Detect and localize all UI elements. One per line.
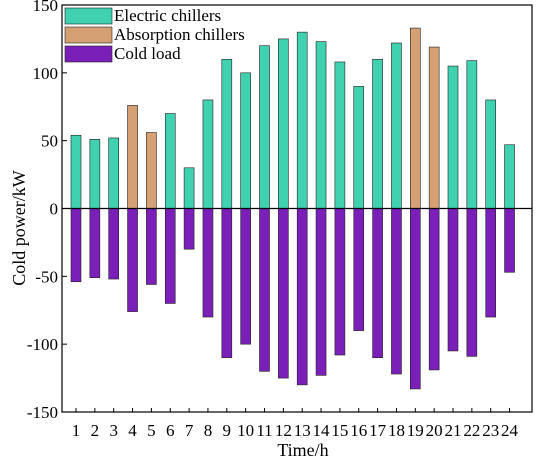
bar-cold-load-20 [428,208,440,371]
x-tick-label: 6 [166,421,175,440]
y-axis-title: Cold power/kW [9,170,29,285]
bars [70,27,515,390]
bar-cold-load-6 [164,208,176,304]
bar-electric-chillers-10 [240,72,251,209]
legend-label-absorption-chillers: Absorption chillers [114,25,245,44]
legend-label-electric-chillers: Electric chillers [114,6,221,25]
bar-cold-load-16 [353,208,365,331]
bar-electric-chillers-18 [391,42,402,209]
y-tick-label: 150 [33,0,59,15]
x-tick-label: 3 [109,421,118,440]
bar-electric-chillers-8 [202,99,214,209]
x-tick-label: 11 [256,421,272,440]
bar-electric-chillers-24 [504,144,515,209]
x-tick-label: 20 [426,421,443,440]
bar-electric-chillers-16 [353,86,365,209]
bar-cold-load-7 [183,208,195,250]
x-tick-label: 16 [350,421,367,440]
bar-cold-load-24 [504,208,515,273]
bar-cold-load-9 [221,208,233,359]
x-tick-label: 10 [237,421,254,440]
bar-electric-chillers-7 [183,167,195,209]
legend-swatch-cold-load [64,45,113,63]
legend-label-cold-load: Cold load [114,44,181,63]
bar-cold-load-5 [146,208,157,285]
x-tick-label: 22 [463,421,480,440]
x-tick-label: 14 [313,421,331,440]
bar-cold-load-23 [485,208,497,318]
y-tick-label: 0 [50,200,59,219]
y-tick-label: 50 [41,132,58,151]
x-tick-label: 4 [128,421,137,440]
bar-electric-chillers-2 [89,139,101,209]
x-tick-label: 17 [369,421,387,440]
bar-cold-load-4 [127,208,138,312]
x-tick-label: 9 [223,421,232,440]
bar-cold-load-18 [391,208,402,375]
bar-electric-chillers-12 [278,38,289,209]
x-tick-label: 21 [445,421,462,440]
bar-electric-chillers-22 [466,60,478,209]
bar-absorption-chillers-19 [409,27,421,209]
bar-absorption-chillers-5 [146,132,157,209]
x-tick-label: 15 [331,421,348,440]
bar-electric-chillers-9 [221,58,233,209]
bar-cold-load-12 [278,208,289,379]
bar-electric-chillers-6 [164,113,176,209]
bar-cold-load-11 [259,208,270,372]
bar-cold-load-10 [240,208,251,345]
bar-electric-chillers-1 [70,134,82,209]
y-tick-label: -100 [27,335,58,354]
bar-electric-chillers-15 [334,61,346,209]
bar-absorption-chillers-4 [127,105,138,209]
x-tick-label: 13 [294,421,311,440]
x-axis-title: Time/h [277,440,328,460]
bar-electric-chillers-17 [372,58,383,209]
bar-cold-load-8 [202,208,214,318]
y-tick-label: 100 [33,64,59,83]
x-tick-label: 2 [91,421,100,440]
y-tick-label: -50 [35,267,58,286]
x-tick-label: 18 [388,421,405,440]
x-tick-label: 24 [501,421,519,440]
bar-electric-chillers-13 [296,31,308,209]
bar-cold-load-15 [334,208,346,356]
x-tick-label: 1 [72,421,81,440]
bar-electric-chillers-23 [485,99,497,209]
y-tick-label: -150 [27,403,58,422]
bar-electric-chillers-21 [447,65,459,209]
bar-cold-load-19 [409,208,421,390]
bar-cold-load-3 [108,208,119,280]
x-tick-label: 8 [204,421,213,440]
bar-cold-load-13 [296,208,308,386]
bar-cold-load-2 [89,208,101,278]
bar-electric-chillers-3 [108,137,119,209]
x-tick-label: 5 [147,421,156,440]
bar-cold-load-17 [372,208,383,359]
bar-absorption-chillers-20 [428,46,440,209]
legend-swatch-electric-chillers [64,7,113,25]
bar-cold-load-21 [447,208,459,352]
bar-cold-load-22 [466,208,478,357]
legend-swatch-absorption-chillers [64,26,113,44]
x-tick-label: 19 [407,421,424,440]
x-tick-label: 7 [185,421,194,440]
bar-cold-load-1 [70,208,82,283]
x-tick-label: 23 [482,421,499,440]
bar-electric-chillers-14 [315,41,327,209]
x-tick-label: 12 [275,421,292,440]
bar-cold-load-14 [315,208,327,376]
bar-electric-chillers-11 [259,45,270,209]
